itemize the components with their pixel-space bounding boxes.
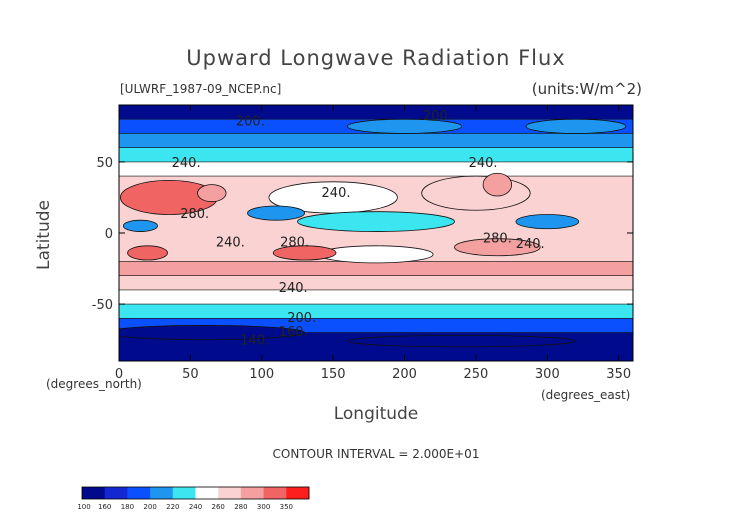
contour-label: 240. xyxy=(322,186,351,201)
contour-interval-label: CONTOUR INTERVAL = 2.000E+01 xyxy=(272,447,480,461)
zonal-band xyxy=(119,105,633,120)
colorbar-swatch xyxy=(263,487,287,499)
contour-label: 200. xyxy=(236,115,265,130)
heatmap-field xyxy=(119,105,633,361)
colorbar-swatch xyxy=(150,487,174,499)
chart-title: Upward Longwave Radiation Flux xyxy=(186,46,566,70)
source-file-label: [ULWRF_1987-09_NCEP.nc] xyxy=(120,82,282,96)
colorbar-frame xyxy=(81,486,310,500)
contour-label: 240. xyxy=(216,236,245,251)
heatmap-feature xyxy=(515,214,580,230)
x-axis-label: Longitude xyxy=(333,404,419,424)
x-tick-label: 300 xyxy=(535,367,560,382)
heatmap-feature xyxy=(247,205,306,221)
heatmap-feature xyxy=(347,334,577,348)
contour-label: 200. xyxy=(287,311,316,326)
contour-label: 200. xyxy=(423,109,452,124)
colorbar-swatch xyxy=(172,487,196,499)
units-label: (units:W/m^2) xyxy=(531,80,642,98)
colorbar-tick-label: 160 xyxy=(98,503,111,511)
heatmap-feature xyxy=(272,245,337,261)
contour-labels: 200. 200. 240. 240. 240. 280. 240. 280. 280. 240.… xyxy=(172,109,545,349)
heatmap-feature xyxy=(318,245,434,264)
zonal-band xyxy=(119,304,633,319)
colorbar-tick-label: 280 xyxy=(234,503,247,511)
zonal-band xyxy=(119,261,633,277)
colorbar-swatch xyxy=(195,487,219,499)
x-tick-label: 0 xyxy=(115,367,123,382)
heatmap-feature xyxy=(347,118,463,134)
colorbar-swatch xyxy=(127,487,151,499)
contour-label: 240. xyxy=(279,281,308,296)
colorbar-tick-label: 100 xyxy=(77,503,90,511)
y-tick-label: -50 xyxy=(92,298,113,313)
contour-label: 280. xyxy=(280,236,309,251)
heatmap-feature xyxy=(119,325,305,341)
contour-label: 280. xyxy=(180,207,209,222)
colorbar-tick-label: 260 xyxy=(212,503,225,511)
colorbar-tick-label: 350 xyxy=(280,503,293,511)
contour-label: 160. xyxy=(279,325,308,340)
heatmap-feature xyxy=(297,211,455,232)
colorbar-swatch xyxy=(82,487,106,499)
x-tick-label: 350 xyxy=(606,367,631,382)
heatmap-feature xyxy=(525,118,627,134)
x-tick-label: 50 xyxy=(182,367,199,382)
heatmap-feature xyxy=(454,238,541,257)
contour-label: 240. xyxy=(516,237,545,252)
heatmap-feature xyxy=(122,219,158,232)
heatmap-feature xyxy=(127,245,168,261)
colorbar-swatch xyxy=(104,487,128,499)
colorbar-tick-label: 200 xyxy=(143,503,156,511)
heatmap-feature xyxy=(197,184,227,203)
zonal-band xyxy=(119,147,633,163)
x-tick-label: 100 xyxy=(249,367,274,382)
zonal-band xyxy=(119,161,633,177)
axis-ticks: 0 50 100 150 200 250 300 350 -50 0 50 xyxy=(92,105,633,382)
heatmap-feature xyxy=(482,172,513,197)
contour-label: 240. xyxy=(172,156,201,171)
zonal-band xyxy=(119,289,633,305)
colorbar-tick-label: 300 xyxy=(257,503,270,511)
contour-label: 240. xyxy=(469,156,498,171)
colorbar-swatch xyxy=(240,487,264,499)
heatmap-feature xyxy=(421,175,531,211)
colorbar-tick-label: 240 xyxy=(189,503,202,511)
contour-label: 140. xyxy=(240,334,269,349)
zonal-band xyxy=(119,133,633,149)
colorbar-tick-label: 180 xyxy=(121,503,134,511)
y-tick-label: 50 xyxy=(96,156,113,171)
colorbar-tick-label: 220 xyxy=(166,503,179,511)
heatmap-features xyxy=(119,118,627,348)
y-unit-label: (degrees_north) xyxy=(46,377,142,391)
y-tick-label: 0 xyxy=(105,227,113,242)
colorbar-swatch xyxy=(286,487,310,499)
x-tick-label: 200 xyxy=(392,367,417,382)
x-unit-label: (degrees_east) xyxy=(541,388,631,402)
x-tick-label: 150 xyxy=(321,367,346,382)
zonal-band xyxy=(119,275,633,291)
zonal-band xyxy=(119,346,633,361)
contour-label: 280. xyxy=(483,231,512,246)
colorbar-swatch xyxy=(218,487,242,499)
x-tick-label: 250 xyxy=(464,367,489,382)
colorbar: 100 160 180 200 220 240 260 280 300 350 xyxy=(77,486,310,511)
